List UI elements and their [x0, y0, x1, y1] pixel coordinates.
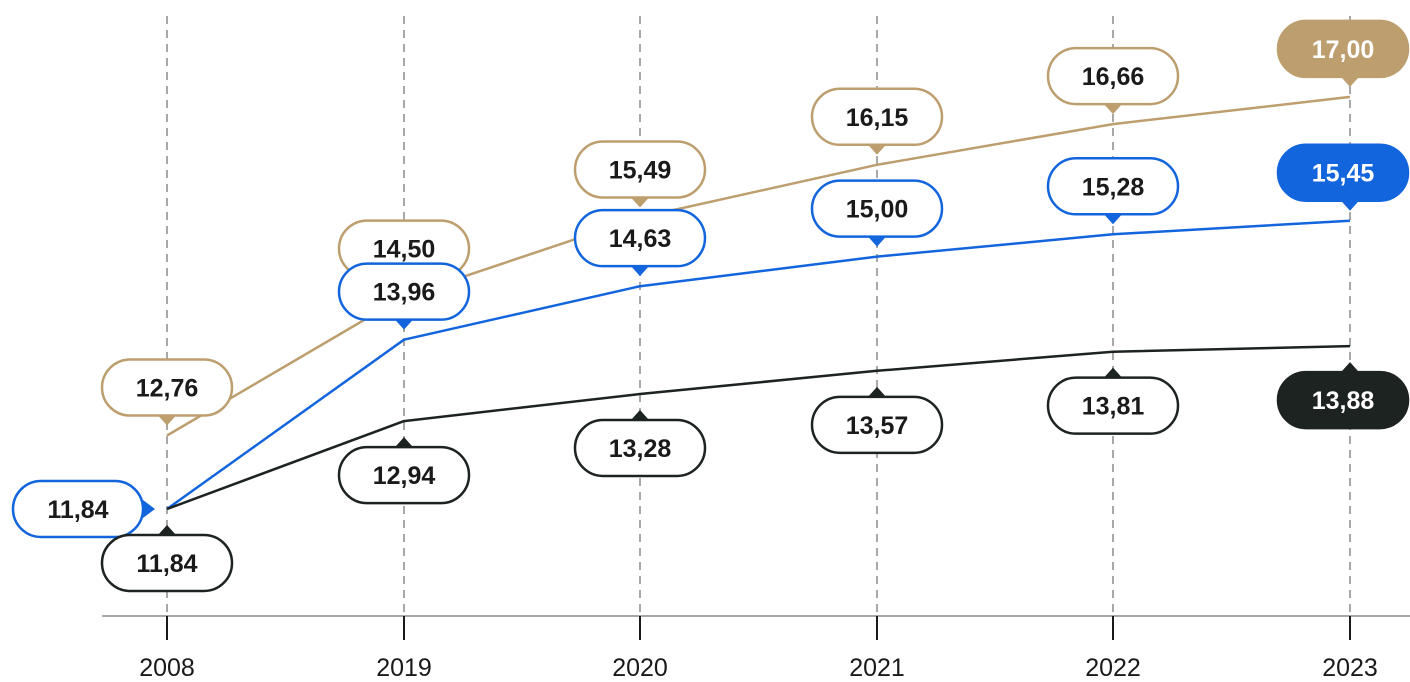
label-bubble: [1276, 19, 1410, 79]
x-tick-label: 2020: [612, 654, 668, 682]
value-label-s2-2022: 15,28: [1046, 157, 1180, 225]
label-pointer: [631, 266, 649, 277]
value-label-text: 15,49: [609, 157, 672, 185]
series-line-3: [166, 344, 1351, 511]
value-label-text: 13,81: [1082, 393, 1145, 421]
value-label-text: 12,76: [136, 375, 199, 403]
value-label-text: 14,63: [609, 225, 672, 253]
value-label-text: 15,28: [1082, 173, 1145, 201]
label-pointer: [143, 499, 155, 518]
label-bubble: [100, 533, 234, 593]
label-pointer: [631, 197, 649, 208]
value-label-s2-2019: 13,96: [337, 262, 471, 330]
value-label-text: 16,15: [846, 104, 909, 132]
x-tick-label: 2023: [1322, 654, 1378, 682]
label-pointer: [158, 415, 176, 426]
value-label-s3-2023: 13,88: [1276, 362, 1410, 430]
label-bubble: [573, 140, 707, 199]
value-label-text: 13,57: [846, 412, 909, 440]
value-label-text: 11,84: [47, 496, 108, 524]
label-pointer: [631, 409, 649, 420]
value-label-s1-2021: 16,15: [810, 87, 944, 155]
value-label-s3-2019: 12,94: [337, 437, 471, 505]
label-pointer: [395, 437, 413, 448]
value-label-s1-2020: 15,49: [573, 140, 707, 208]
grid-layer: [166, 16, 1351, 615]
series-line-2: [166, 219, 1351, 511]
x-tick-label: 2021: [849, 654, 905, 682]
value-label-text: 13,88: [1312, 387, 1375, 415]
x-tick-label: 2022: [1085, 654, 1141, 682]
label-pointer: [868, 236, 886, 247]
label-pointer: [1341, 362, 1359, 373]
label-bubble: [810, 395, 944, 455]
value-label-text: 13,28: [609, 435, 672, 463]
label-bubble: [810, 87, 944, 147]
value-label-s2-2021: 15,00: [810, 179, 944, 247]
value-label-s3-2020: 13,28: [573, 409, 707, 478]
value-label-text: 15,45: [1312, 160, 1375, 188]
value-label-s1-2022: 16,66: [1046, 46, 1180, 115]
label-pointer: [158, 524, 176, 535]
label-bubble: [1276, 143, 1410, 202]
label-bubble: [100, 358, 234, 417]
label-pointer: [1104, 367, 1122, 378]
label-pointer: [868, 386, 886, 397]
value-label-text: 14,50: [373, 236, 436, 264]
value-label-text: 15,00: [846, 196, 909, 224]
label-bubble: [573, 208, 707, 268]
label-pointer: [1104, 104, 1122, 115]
label-bubble: [1276, 370, 1410, 430]
label-pointer: [1341, 76, 1359, 87]
value-label-text: 16,66: [1082, 63, 1145, 91]
label-pointer: [868, 144, 886, 155]
value-label-text: 11,84: [136, 550, 197, 578]
value-label-s3-2008: 11,84: [100, 524, 234, 593]
value-label-text: 13,96: [373, 279, 436, 307]
label-bubble: [573, 418, 707, 478]
value-label-s2-2020: 14,63: [573, 208, 707, 277]
label-bubble: [11, 479, 145, 539]
label-bubble: [337, 445, 471, 505]
value-label-s2-2008: 11,84: [11, 479, 155, 539]
value-label-s1-2008: 12,76: [100, 358, 234, 426]
label-pointer: [1341, 200, 1359, 211]
label-bubble: [1046, 376, 1180, 435]
label-pointer: [1104, 214, 1122, 225]
value-label-text: 12,94: [373, 462, 436, 490]
x-tick-label: 2008: [139, 654, 195, 682]
data-labels: 12,76 14,50 15,49 16,15 16,66 17,00 11,84 13,96…: [11, 19, 1410, 593]
label-bubble: [1046, 46, 1180, 106]
value-label-s3-2022: 13,81: [1046, 367, 1180, 435]
value-label-text: 17,00: [1312, 36, 1375, 64]
x-axis: 2008 2019 2020 2021 2022 2023: [102, 615, 1410, 682]
label-bubble: [810, 179, 944, 238]
value-label-s1-2023: 17,00: [1276, 19, 1410, 87]
value-label-s2-2023: 15,45: [1276, 143, 1410, 211]
value-label-s3-2021: 13,57: [810, 386, 944, 455]
label-bubble: [1046, 157, 1180, 216]
label-bubble: [337, 262, 471, 321]
x-tick-label: 2019: [376, 654, 432, 682]
label-pointer: [395, 319, 413, 330]
